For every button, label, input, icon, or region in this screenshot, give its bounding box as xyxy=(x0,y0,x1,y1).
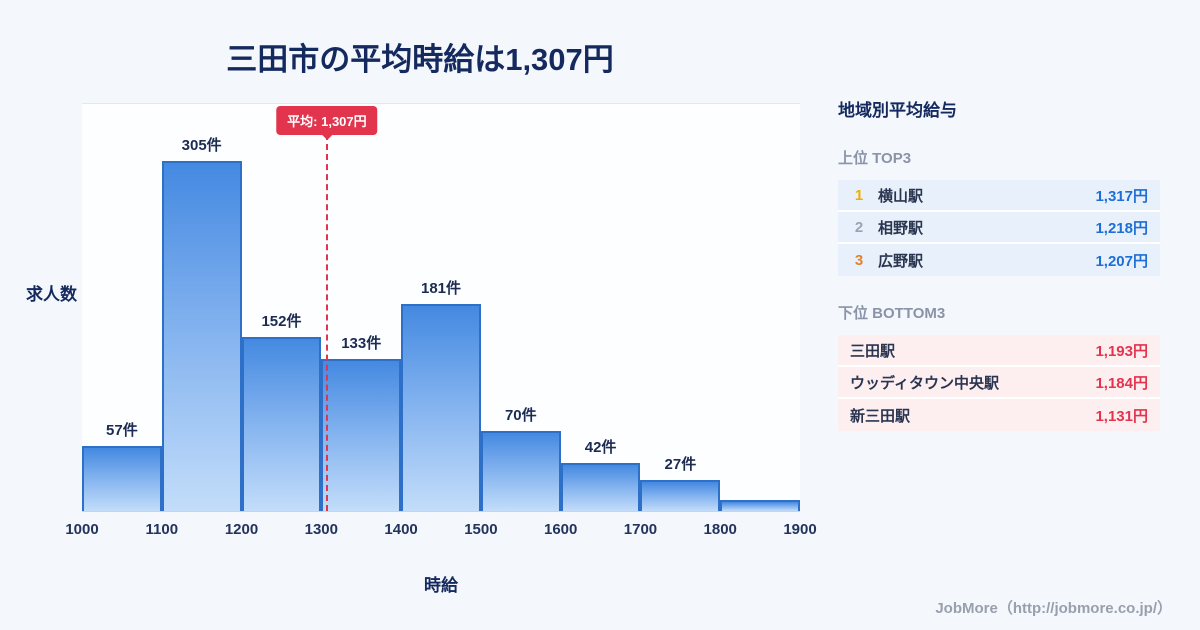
x-axis-tick: 1200 xyxy=(224,521,259,538)
footer-credit: JobMore（http://jobmore.co.jp/） xyxy=(935,600,1172,617)
bar-slot xyxy=(720,104,801,511)
histogram-plot: 57件 305件 152件 133件 181件 70件 42件 27件 xyxy=(82,103,801,512)
wage-value: 1,218円 xyxy=(1095,219,1148,237)
histogram-bar xyxy=(161,161,242,511)
station-name: 相野駅 xyxy=(878,219,924,237)
station-name: 広野駅 xyxy=(878,252,924,270)
table-row: 3 広野駅 1,207円 xyxy=(838,244,1160,276)
bar-value-label: 57件 xyxy=(106,421,138,439)
table-row: ウッディタウン中央駅 1,184円 xyxy=(838,367,1160,399)
rank-badge: 1 xyxy=(854,186,864,204)
histogram-bar xyxy=(401,303,481,511)
histogram-bar xyxy=(560,462,641,511)
station-name: 横山駅 xyxy=(878,187,924,205)
x-axis-tick: 1600 xyxy=(544,521,578,538)
bar-value-label: 181件 xyxy=(421,279,462,297)
histogram-bars: 57件 305件 152件 133件 181件 70件 42件 27件 xyxy=(82,104,801,511)
bar-value-label: 305件 xyxy=(181,137,222,155)
x-axis-tick: 1300 xyxy=(304,521,338,538)
rank-badge: 3 xyxy=(854,251,864,269)
bar-slot: 305件 xyxy=(161,104,242,511)
region-wage-panel: 地域別平均給与 上位 TOP3 1 横山駅 1,317円 2 相野駅 1,218… xyxy=(838,96,1160,431)
station-name: ウッディタウン中央駅 xyxy=(850,374,999,392)
top3-heading: 上位 TOP3 xyxy=(838,150,912,167)
bar-slot: 152件 xyxy=(241,104,322,511)
histogram-bar xyxy=(480,430,561,511)
bar-value-label: 152件 xyxy=(261,312,302,330)
y-axis-label: 求人数 xyxy=(26,285,77,304)
average-badge: 平均: 1,307円 xyxy=(276,106,378,140)
bar-slot: 70件 xyxy=(480,104,561,511)
wage-value: 1,193円 xyxy=(1095,342,1148,360)
bar-value-label: 42件 xyxy=(584,438,617,456)
wage-value: 1,184円 xyxy=(1095,374,1148,392)
bottom3-heading: 下位 BOTTOM3 xyxy=(838,305,946,322)
histogram-bar xyxy=(720,499,801,511)
bar-value-label: 133件 xyxy=(341,334,382,352)
x-axis-tick: 1800 xyxy=(703,521,737,538)
bar-slot: 181件 xyxy=(401,104,481,511)
bar-value-label: 70件 xyxy=(504,406,537,424)
table-row: 2 相野駅 1,218円 xyxy=(838,212,1160,244)
rank-badge: 2 xyxy=(854,218,864,236)
x-axis-tick: 1000 xyxy=(65,521,99,538)
bar-slot: 57件 xyxy=(82,104,162,511)
sidebar-heading: 地域別平均給与 xyxy=(838,101,957,120)
bar-value-label: 27件 xyxy=(664,456,697,474)
histogram-bar xyxy=(241,336,322,511)
x-axis-tick: 1100 xyxy=(145,521,179,538)
histogram-bar xyxy=(321,358,402,511)
bottom3-table: 三田駅 1,193円 ウッディタウン中央駅 1,184円 新三田駅 1,131円 xyxy=(838,335,1160,431)
average-badge-label: 平均: 1,307円 xyxy=(287,114,367,129)
x-axis-tick: 1400 xyxy=(384,521,418,538)
top3-table: 1 横山駅 1,317円 2 相野駅 1,218円 3 広野駅 1,207円 xyxy=(838,180,1160,276)
bar-slot: 42件 xyxy=(560,104,641,511)
station-name: 三田駅 xyxy=(850,342,896,360)
x-axis-label: 時給 xyxy=(424,576,458,595)
wage-value: 1,317円 xyxy=(1095,187,1148,205)
bar-slot: 27件 xyxy=(640,104,721,511)
table-row: 新三田駅 1,131円 xyxy=(838,399,1160,431)
x-axis-tick: 1700 xyxy=(623,521,658,538)
station-name: 新三田駅 xyxy=(850,407,911,425)
x-axis-tick: 1900 xyxy=(783,521,817,538)
wage-value: 1,207円 xyxy=(1095,252,1148,270)
bar-slot: 133件 xyxy=(321,104,402,511)
histogram-bar xyxy=(640,480,721,511)
average-badge-pointer-icon xyxy=(321,135,332,140)
table-row: 1 横山駅 1,317円 xyxy=(838,180,1160,212)
page-title: 三田市の平均時給は1,307円 xyxy=(226,42,614,77)
average-line xyxy=(325,134,328,511)
x-axis-tick: 1500 xyxy=(464,521,498,538)
x-axis: 1000 1100 1200 1300 1400 1500 1600 1700 … xyxy=(65,521,816,541)
wage-value: 1,131円 xyxy=(1095,407,1148,425)
table-row: 三田駅 1,193円 xyxy=(838,335,1160,367)
histogram-bar xyxy=(82,445,162,511)
